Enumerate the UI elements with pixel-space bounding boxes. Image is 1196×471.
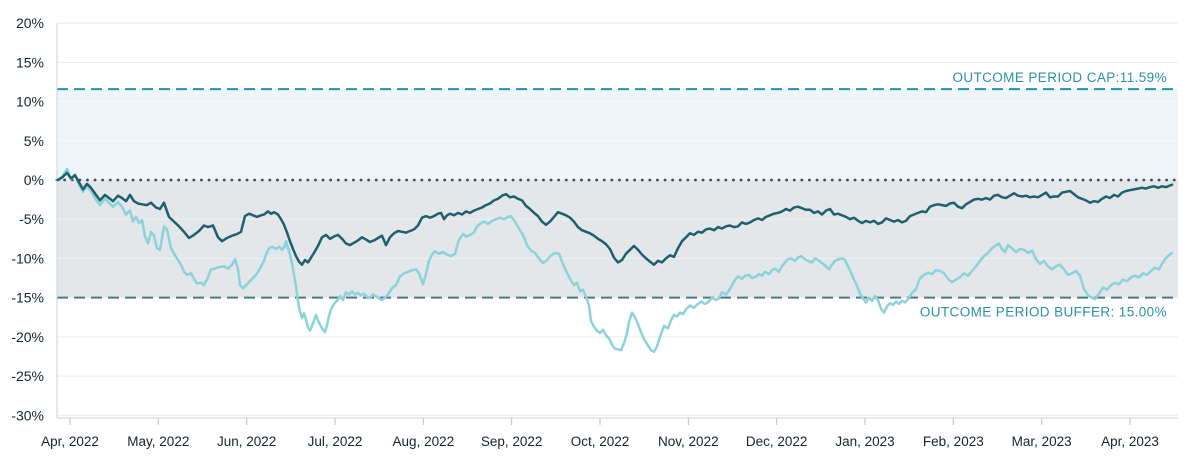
- cap-zone-band: [57, 89, 1178, 180]
- y-axis-tick-label: -30%: [11, 407, 44, 423]
- x-axis-tick-label: Apr, 2022: [41, 434, 99, 449]
- x-axis-tick-label: Feb, 2023: [923, 434, 984, 449]
- y-axis-tick-label: -25%: [11, 368, 44, 384]
- x-axis-tick-label: Nov, 2022: [658, 434, 719, 449]
- y-axis-tick-label: 5%: [24, 133, 44, 149]
- x-axis-tick-label: Apr, 2023: [1101, 434, 1159, 449]
- y-axis-tick-label: 0%: [24, 172, 44, 188]
- x-axis-tick-label: Jun, 2022: [217, 434, 276, 449]
- x-axis-tick-label: Oct, 2022: [571, 434, 630, 449]
- light-teal-line: [56, 167, 1174, 354]
- x-axis-tick-label: Dec, 2022: [746, 434, 808, 449]
- cap-label: OUTCOME PERIOD CAP:11.59%: [952, 70, 1167, 85]
- x-axis-tick-label: Jul, 2022: [308, 434, 363, 449]
- dark-teal-line: [56, 171, 1174, 266]
- x-axis-tick-label: Sep, 2022: [481, 434, 543, 449]
- y-axis-tick-label: -20%: [11, 329, 44, 345]
- x-axis-tick-label: Mar, 2023: [1012, 434, 1072, 449]
- y-axis-tick-label: 20%: [16, 15, 44, 31]
- y-axis-tick-label: -5%: [19, 211, 44, 227]
- y-axis-tick-label: 10%: [16, 94, 44, 110]
- x-axis-tick-label: Jan, 2023: [835, 434, 894, 449]
- y-axis-tick-label: -15%: [11, 290, 44, 306]
- y-axis-tick-label: 15%: [16, 54, 44, 70]
- x-axis-tick-label: Aug, 2022: [393, 434, 455, 449]
- x-axis-tick-label: May, 2022: [127, 434, 189, 449]
- buffer-label: OUTCOME PERIOD BUFFER: 15.00%: [920, 305, 1167, 320]
- y-axis-tick-label: -10%: [11, 250, 44, 266]
